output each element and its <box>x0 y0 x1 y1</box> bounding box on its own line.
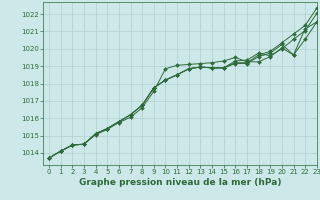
X-axis label: Graphe pression niveau de la mer (hPa): Graphe pression niveau de la mer (hPa) <box>79 178 281 187</box>
